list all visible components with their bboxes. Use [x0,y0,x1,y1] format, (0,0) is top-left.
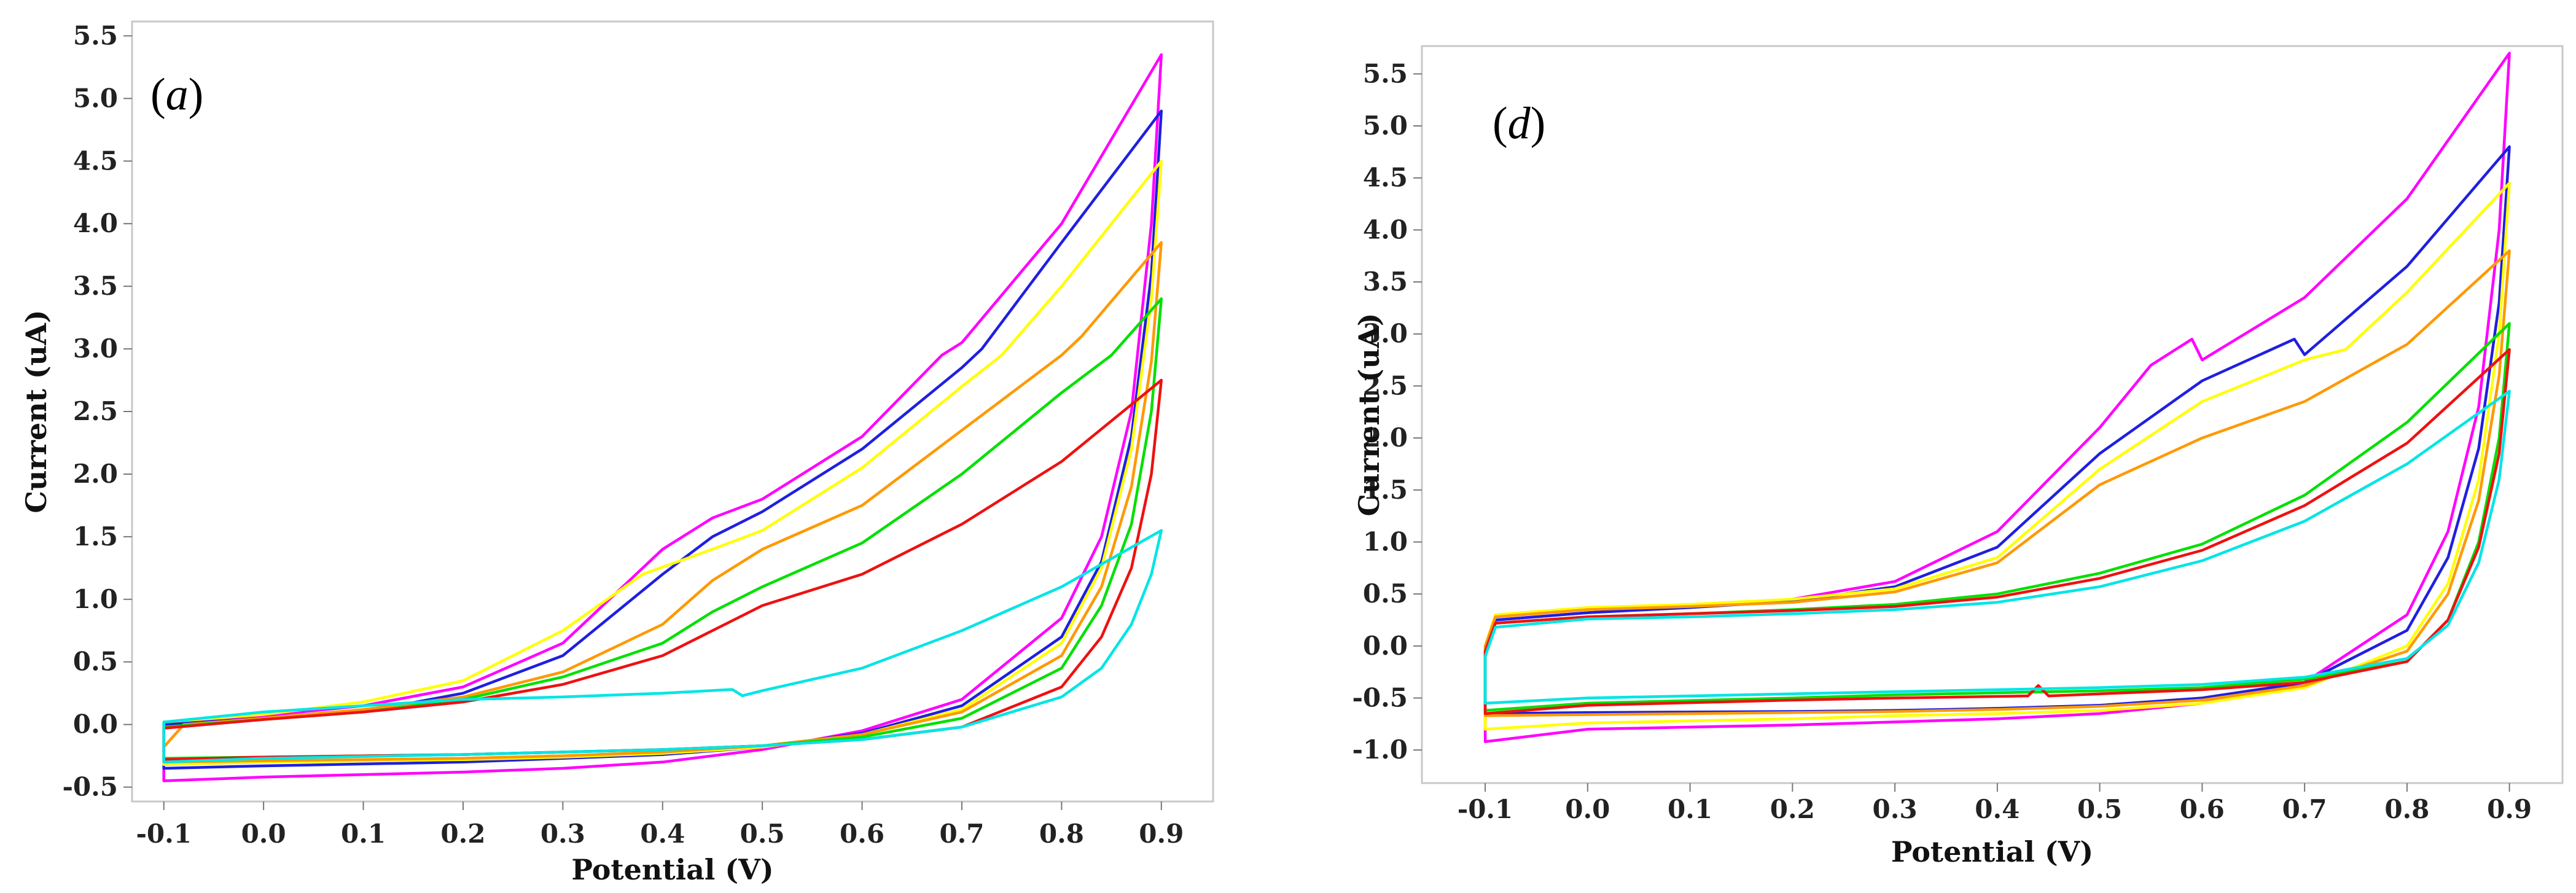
y-tick-label: 5.5 [73,20,118,50]
x-tick-label: 0.3 [541,819,585,849]
x-tick-label: 0.7 [939,819,984,849]
x-tick-label: 0.3 [1873,794,1918,824]
y-tick-label: -0.5 [1352,683,1408,713]
plot-area [1421,45,2564,784]
y-axis-title: Current (uA) [20,310,53,513]
x-tick-label: 0.1 [341,819,386,849]
x-tick-label: 0.9 [2487,794,2532,824]
panel-label-close: ) [189,69,204,120]
x-tick-label: 0.6 [2180,794,2225,824]
y-tick-label: 3.5 [73,271,118,301]
series-line-orange [1483,249,2511,717]
series-line-yellow [1483,181,2511,731]
y-tick-label: 2.5 [73,396,118,426]
x-tick-label: -0.1 [1458,794,1513,824]
y-tick-label: 1.0 [1363,526,1408,556]
y-tick-label: 3.5 [1363,267,1408,297]
x-tick-label: 0.4 [640,819,685,849]
x-tick-label: 0.5 [740,819,785,849]
y-tick-label: 5.0 [1363,111,1408,141]
x-tick-label: 0.4 [1975,794,2020,824]
series-line-magenta [162,53,1163,782]
y-tick-label: 1.5 [1363,475,1408,505]
y-tick-label: 4.5 [1363,163,1408,193]
y-tick-label: 1.5 [73,521,118,552]
x-tick-label: 0.9 [1139,819,1184,849]
x-tick-label: 0.0 [241,819,286,849]
y-axis-title: Current (uA) [1352,313,1386,516]
plot-area [131,20,1214,803]
panel-label-close: ) [1531,98,1546,149]
y-tick-label: -0.5 [62,772,118,802]
series-line-cyan [1483,389,2511,705]
y-tick-label: 3.0 [1363,319,1408,349]
y-tick-label: 3.0 [73,333,118,364]
x-tick-label: 0.0 [1565,794,1610,824]
series-line-cyan [162,529,1163,764]
y-tick-label: 0.5 [73,647,118,677]
series-group [1483,52,2511,743]
y-tick-label: 0.0 [73,709,118,739]
panel-label-letter: d [1508,98,1531,149]
x-tick-label: 0.6 [840,819,884,849]
y-tick-label: 0.0 [1363,631,1408,661]
y-tick-label: 4.0 [73,208,118,238]
x-tick-label: -0.1 [136,819,192,849]
y-tick-label: 5.5 [1363,58,1408,88]
x-axis-title: Potential (V) [1891,835,2093,868]
panel-label-open: ( [1493,98,1508,149]
x-tick-label: 0.1 [1668,794,1712,824]
series-line-magenta [1483,52,2511,743]
y-tick-label: 1.0 [73,584,118,614]
series-group [162,53,1163,782]
x-tick-label: 0.7 [2282,794,2327,824]
x-tick-label: 0.5 [2077,794,2122,824]
panel-label-letter: a [166,69,189,120]
series-line-orange [162,241,1163,764]
chart-panel-a: -0.1 0.0 0.1 0.2 0.3 0.4 0.5 0.6 0.7 0.8 0.9 -0.5 0.… [20,20,1214,886]
y-tick-label: 0.5 [1363,579,1408,609]
y-tick-label: 2.0 [1363,423,1408,453]
x-tick-label: 0.8 [2384,794,2429,824]
panel-label: (d) [1493,98,1545,149]
panel-label-open: ( [150,69,166,120]
y-tick-label: 2.5 [1363,370,1408,400]
x-axis-title: Potential (V) [571,853,773,886]
series-line-red [1483,348,2511,716]
x-tick-label: 0.2 [440,819,485,849]
y-tick-label: 2.0 [73,459,118,489]
y-tick-label: 5.0 [73,83,118,113]
chart-panel-d: -0.1 0.0 0.1 0.2 0.3 0.4 0.5 0.6 0.7 0.8 0.9 -1.0 -0… [1352,45,2564,868]
x-tick-label: 0.2 [1770,794,1815,824]
y-tick-label: 4.5 [73,146,118,176]
y-tick-label: 4.0 [1363,214,1408,244]
panel-label: (a) [150,69,203,120]
y-tick-label: -1.0 [1352,735,1408,765]
x-tick-label: 0.8 [1039,819,1084,849]
